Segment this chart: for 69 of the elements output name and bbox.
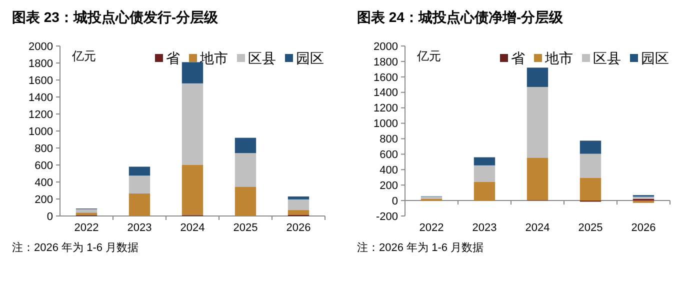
legend-label: 地市	[544, 50, 573, 66]
chart-title: 图表 24：城投点心债净增-分层级	[357, 9, 564, 25]
bar	[128, 166, 150, 176]
y-tick-label: 1400	[28, 92, 53, 104]
bar	[128, 193, 150, 216]
y-tick-label: 800	[34, 142, 53, 155]
y-tick-label: 400	[34, 176, 53, 189]
bar	[526, 68, 548, 87]
chart-title: 图表 23：城投点心债发行-分层级	[12, 9, 220, 25]
y-tick-label: 1600	[374, 72, 398, 84]
bar	[234, 153, 256, 187]
y-tick-label: 400	[380, 164, 398, 176]
y-axis-title: 亿元	[416, 49, 441, 63]
x-tick-label: 2022	[74, 222, 99, 234]
bar	[128, 176, 150, 194]
x-tick-label: 2023	[472, 222, 497, 234]
y-tick-label: 2000	[374, 40, 398, 53]
y-tick-label: 1200	[28, 108, 53, 121]
bar	[526, 86, 548, 158]
bar	[182, 83, 204, 165]
y-tick-label: 1600	[28, 74, 53, 87]
legend-label: 区县	[593, 50, 621, 66]
y-tick-label: 200	[34, 194, 53, 206]
x-tick-label: 2023	[127, 222, 152, 234]
y-tick-label: 600	[380, 149, 398, 162]
y-tick-label: 200	[380, 180, 398, 192]
text: 注：2026 年为 1-6 月数据	[357, 241, 484, 254]
x-tick-label: 2025	[233, 222, 258, 234]
y-tick-label: 1000	[374, 118, 398, 130]
bar	[234, 186, 256, 216]
legend-label: 园区	[641, 50, 669, 66]
bar	[288, 196, 310, 200]
text: 注：2026 年为 1-6 月数据	[12, 241, 139, 254]
y-tick-label: 600	[34, 160, 53, 172]
y-tick-label: 1000	[28, 126, 53, 138]
x-tick-label: 2022	[419, 222, 444, 234]
y-tick-label: 1200	[374, 102, 398, 115]
bar	[474, 157, 496, 166]
bar	[76, 209, 98, 213]
legend-label: 省	[166, 50, 180, 66]
y-axis-title: 亿元	[71, 49, 96, 63]
bar	[580, 178, 602, 201]
y-tick-label: 1800	[28, 58, 53, 70]
y-tick-label: 0	[46, 210, 53, 223]
legend-label: 区县	[248, 50, 276, 66]
bar	[76, 212, 98, 216]
x-tick-label: 2024	[525, 222, 550, 234]
bar	[474, 182, 496, 201]
bar	[580, 140, 602, 154]
bar	[234, 138, 256, 154]
legend-label: 园区	[296, 50, 324, 66]
bar	[474, 165, 496, 182]
x-tick-label: 2026	[631, 222, 656, 234]
y-tick-label: 1400	[374, 87, 398, 100]
x-tick-label: 2024	[180, 222, 205, 234]
y-tick-label: -200	[376, 210, 398, 223]
y-tick-label: 1800	[374, 56, 398, 68]
legend-label: 省	[511, 50, 525, 66]
bar	[288, 199, 310, 210]
legend-label: 地市	[199, 50, 228, 66]
y-tick-label: 800	[380, 134, 398, 146]
y-tick-label: 0	[392, 195, 398, 208]
bar	[182, 165, 204, 216]
bar	[288, 210, 310, 215]
bar	[580, 154, 602, 178]
y-tick-label: 2000	[28, 40, 53, 53]
x-tick-label: 2025	[578, 222, 603, 234]
bar	[526, 158, 548, 200]
x-tick-label: 2026	[286, 222, 311, 234]
